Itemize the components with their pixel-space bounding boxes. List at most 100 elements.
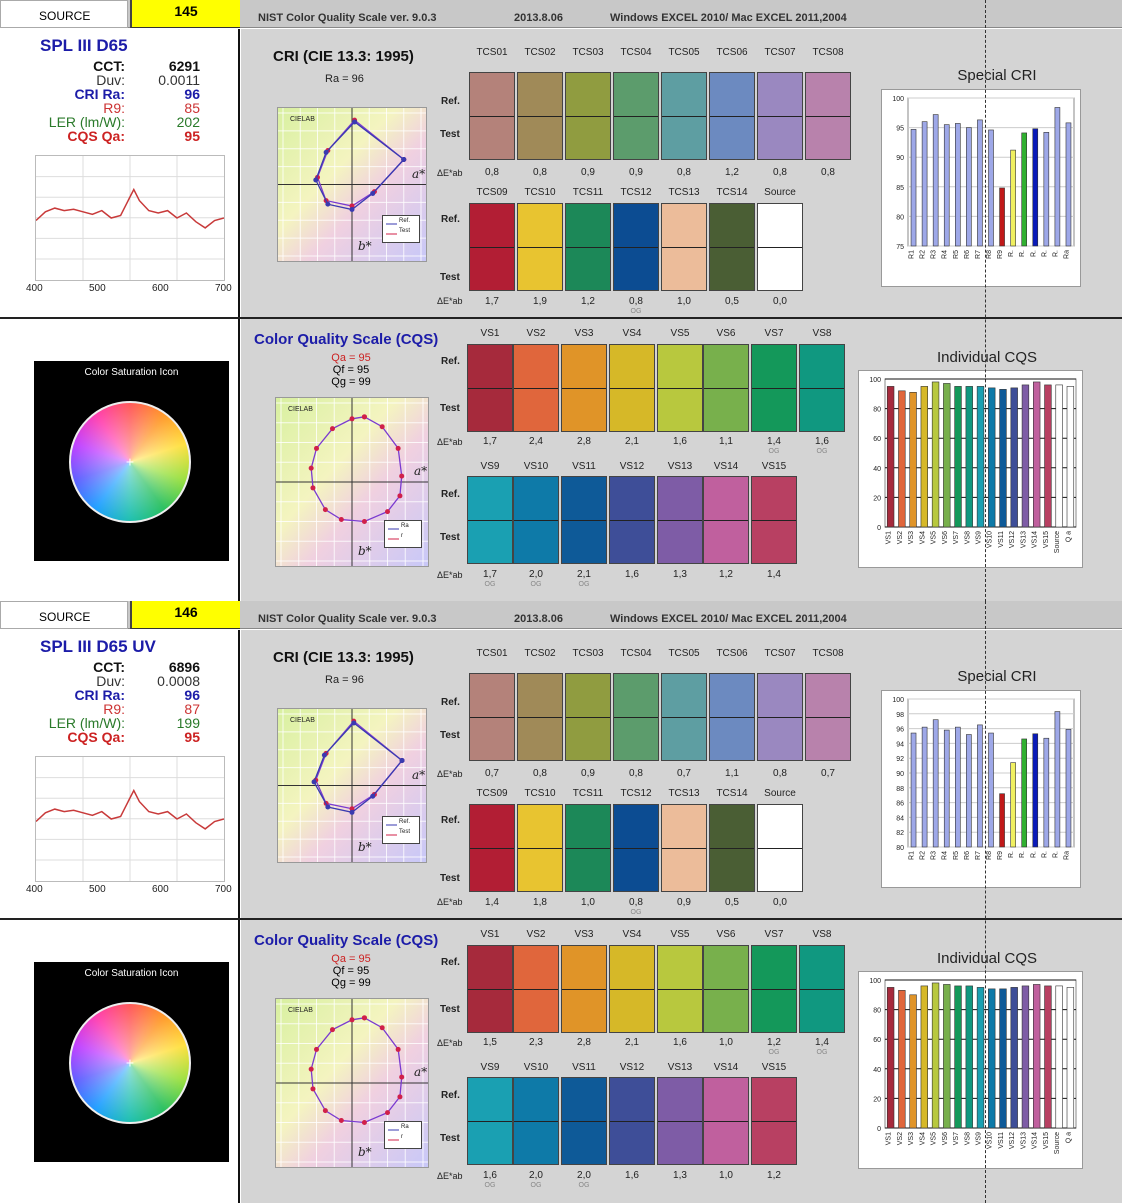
test-label: Test [440, 272, 460, 283]
individual-cqs-title: Individual CQS [936, 349, 1038, 366]
vs-delta-e: 1,3 [673, 1170, 687, 1181]
y-tick-label: 0 [877, 1126, 881, 1133]
delta-e-label: ΔE*ab [437, 769, 463, 779]
data-point [323, 149, 329, 155]
source-number-cell[interactable]: 146 [130, 601, 240, 629]
data-point [361, 519, 367, 524]
ref-half [752, 1078, 796, 1121]
ref-half [704, 477, 748, 520]
cqs-title: Color Quality Scale (CQS) [254, 331, 439, 348]
vs-swatch [657, 344, 703, 432]
vs-code: VS4 [622, 929, 642, 940]
cielab-chart: CIELAB a* b* Ref. Test [277, 708, 427, 863]
legend-test: Test [399, 829, 411, 835]
tcs-delta-e: 0,8 [773, 167, 787, 178]
qg-value: Qg = 99 [331, 977, 371, 989]
x-tick-label: Ra [1063, 250, 1070, 259]
app-title: NIST Color Quality Scale ver. 9.0.3 [258, 613, 437, 625]
data-point [321, 752, 327, 758]
ref-half [710, 204, 754, 247]
data-point [329, 426, 335, 432]
tcs-delta-e: 1,1 [725, 768, 739, 779]
x-tick-label: VS14 [1032, 531, 1039, 548]
tcs-swatch [517, 72, 563, 160]
ref-half [662, 805, 706, 848]
source-number-cell[interactable]: 145 [130, 0, 240, 28]
b-axis-label: b* [358, 544, 372, 558]
cqs-bar [1010, 987, 1018, 1129]
value-cri-ra: 96 [184, 86, 200, 102]
test-half [614, 116, 658, 159]
test-half [710, 848, 754, 891]
a-axis-label: a* [414, 1065, 428, 1079]
vs-swatch [799, 344, 845, 432]
vs-delta-e: 1,6 [625, 569, 639, 580]
x-tick-label: Q a [1065, 1132, 1072, 1143]
data-point [399, 1074, 405, 1080]
x-tick-label: VS13 [1020, 531, 1027, 548]
tcs-swatch [613, 72, 659, 160]
data-point [329, 1027, 335, 1033]
y-tick-label: 80 [873, 407, 881, 414]
vs-delta-e: 1,5 [483, 1037, 497, 1048]
ra-value: Ra = 96 [325, 674, 364, 686]
data-point [325, 804, 331, 810]
data-point [325, 201, 331, 207]
chart-legend: Ref. Test [382, 215, 420, 243]
vs-code: VS13 [667, 461, 693, 472]
cri-panel: CRI (CIE 13.3: 1995) Ra = 96 CIELAB a* b* Ref… [241, 630, 1122, 918]
cqs-bar [943, 984, 951, 1129]
test-half [710, 116, 754, 159]
test-half [662, 717, 706, 760]
vs-code: VS1 [480, 929, 500, 940]
data-point [310, 1086, 316, 1092]
y-tick-label: 80 [873, 1008, 881, 1015]
cri-bar [1054, 107, 1061, 247]
vs-code: VS10 [523, 1062, 549, 1073]
x-tick-label: R9 [997, 851, 1004, 860]
cqs-bar [1044, 384, 1052, 528]
data-point [349, 203, 355, 209]
vs-code: VS10 [523, 461, 549, 472]
ref-half [614, 805, 658, 848]
og-flag: OG [630, 308, 642, 315]
ref-half [806, 73, 850, 116]
tcs-code: Source [764, 788, 796, 799]
ref-half [566, 674, 610, 717]
cqs-bar [976, 987, 985, 1129]
divider [0, 918, 1122, 920]
ref-half [514, 946, 558, 989]
cielab-chart: CIELAB a* b* Ref. Test [277, 107, 427, 262]
test-half [518, 247, 562, 290]
vs-swatch [609, 945, 655, 1033]
label-ler: LER (lm/W): [48, 715, 125, 731]
legend-test: Test [399, 228, 411, 234]
x-tick-label: R. [1052, 250, 1059, 257]
tcs-delta-e: 0,9 [677, 897, 691, 908]
cqs-bar [1055, 384, 1063, 528]
tcs-code: TCS10 [524, 788, 556, 799]
cqs-bar [965, 386, 973, 528]
chart-legend: Ref. Test [382, 816, 420, 844]
source-summary-panel: SPL III D65 CCT: 6291 Duv: 0.0011 CRI Ra: 96 R9… [0, 29, 240, 318]
ref-half [758, 73, 802, 116]
tcs-code: TCS04 [620, 47, 652, 58]
y-tick-label: 84 [896, 815, 904, 822]
legend-test: r [401, 1134, 403, 1140]
vs-delta-e: 1,6 [673, 436, 687, 447]
cri-bar [1043, 132, 1050, 247]
vs-swatch [609, 344, 655, 432]
y-tick-label: 82 [896, 830, 904, 837]
cqs-bar [999, 389, 1007, 528]
tcs-code: TCS10 [524, 187, 556, 198]
saturation-icon-panel: Color Saturation Icon + [0, 319, 240, 602]
tcs-swatch [805, 72, 851, 160]
cri-title: CRI (CIE 13.3: 1995) [273, 48, 414, 65]
x-tick-label: R. [1008, 851, 1015, 858]
x-tick-label: VS6 [942, 531, 949, 544]
ref-half [518, 204, 562, 247]
y-tick-label: 96 [896, 727, 904, 734]
cqs-bar [1055, 985, 1063, 1129]
cri-bar [910, 129, 917, 247]
cri-bar [966, 127, 972, 247]
